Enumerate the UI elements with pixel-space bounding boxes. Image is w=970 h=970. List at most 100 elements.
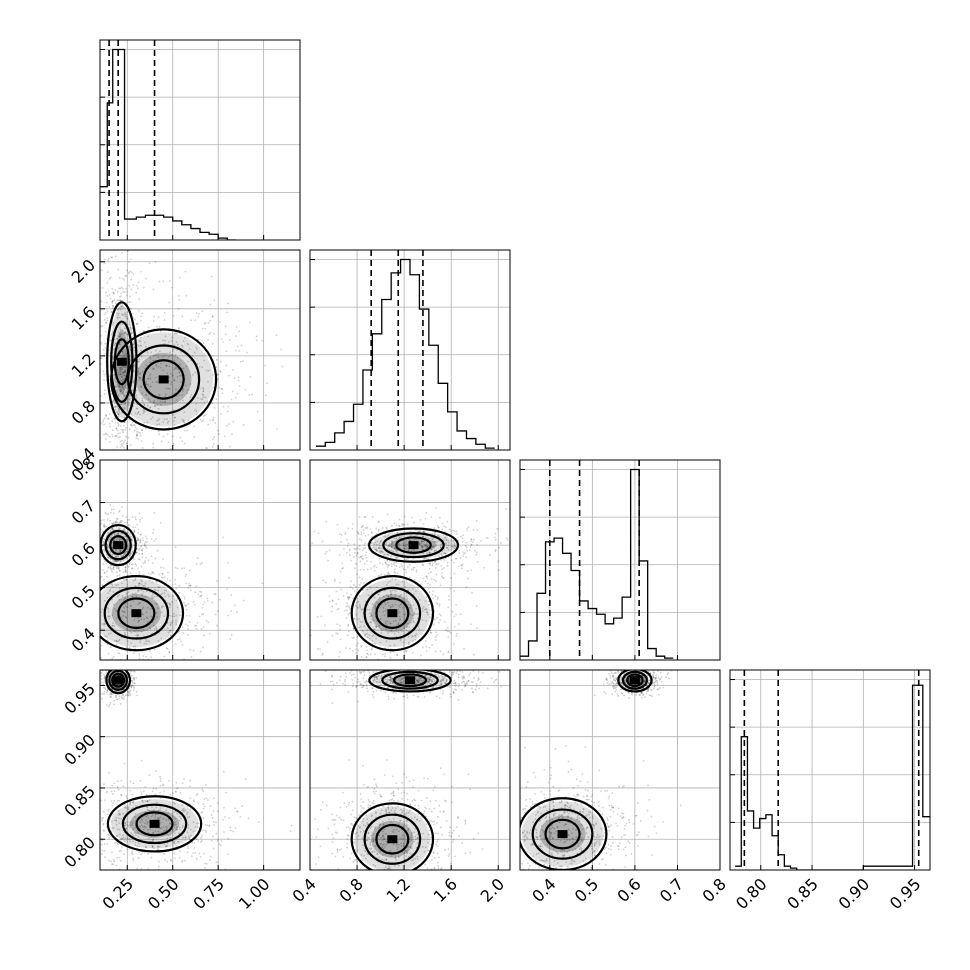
sample-point	[316, 615, 319, 618]
sample-point	[133, 342, 135, 345]
sample-point	[118, 569, 121, 572]
sample-point	[147, 383, 150, 386]
sample-point	[132, 335, 135, 338]
sample-point	[442, 577, 445, 580]
sample-point	[377, 530, 380, 533]
sample-point	[450, 559, 453, 562]
sample-point	[109, 298, 112, 300]
sample-point	[117, 568, 120, 570]
sample-point	[452, 529, 455, 532]
sample-point	[437, 534, 439, 537]
sample-point	[137, 539, 140, 542]
sample-point	[355, 554, 358, 557]
sample-point	[141, 580, 143, 583]
sample-point	[111, 300, 114, 303]
sample-point	[444, 536, 447, 539]
sample-point	[102, 540, 104, 543]
sample-point	[365, 556, 368, 559]
sample-point	[112, 291, 115, 294]
sample-point	[104, 432, 107, 435]
sample-point	[108, 294, 111, 296]
sample-point	[125, 381, 128, 384]
sample-point	[161, 679, 163, 681]
sample-point	[397, 623, 400, 626]
sample-point	[97, 680, 99, 682]
sample-point	[114, 549, 117, 552]
sample-point	[107, 259, 110, 262]
sample-point	[168, 365, 171, 368]
sample-point	[353, 618, 356, 620]
sample-point	[200, 591, 203, 593]
sample-point	[140, 349, 142, 352]
sample-point	[390, 545, 393, 548]
sample-point	[167, 818, 170, 821]
sample-point	[105, 301, 108, 304]
sample-point	[201, 366, 204, 368]
sample-point	[447, 635, 450, 638]
sample-point	[147, 335, 150, 338]
sample-point	[110, 536, 112, 539]
sample-point	[168, 376, 171, 379]
sample-point	[440, 542, 443, 545]
sample-point	[118, 369, 120, 371]
sample-point	[184, 604, 187, 607]
sample-point	[401, 598, 404, 600]
sample-point	[355, 605, 358, 608]
sample-point	[442, 653, 445, 656]
sample-point	[117, 532, 120, 534]
sample-point	[398, 615, 401, 618]
sample-point	[156, 419, 159, 422]
sample-point	[159, 785, 162, 787]
sample-point	[377, 546, 380, 549]
sample-point	[195, 402, 197, 405]
sample-point	[86, 572, 88, 574]
sample-point	[167, 571, 169, 574]
sample-point	[111, 420, 114, 423]
sample-point	[391, 550, 394, 553]
sample-point	[193, 842, 196, 845]
sample-point	[222, 405, 225, 408]
sample-point	[113, 374, 115, 377]
sample-point	[213, 332, 215, 335]
sample-point	[144, 234, 146, 236]
sample-point	[423, 530, 426, 533]
sample-point	[176, 812, 179, 815]
sample-point	[125, 628, 128, 631]
sample-point	[183, 421, 186, 424]
sample-point	[187, 824, 190, 826]
sample-point	[379, 641, 382, 644]
sample-point	[138, 339, 141, 342]
sample-point	[131, 469, 133, 471]
sample-point	[408, 576, 411, 579]
sample-point	[341, 567, 344, 570]
sample-point	[121, 313, 123, 315]
sample-point	[98, 414, 100, 416]
sample-point	[134, 563, 137, 566]
sample-point	[134, 592, 137, 595]
sample-point	[111, 624, 114, 627]
sample-point	[356, 635, 359, 638]
sample-point	[404, 649, 407, 652]
sample-point	[413, 621, 416, 624]
sample-point	[447, 548, 450, 551]
sample-point	[209, 331, 212, 334]
sample-point	[119, 367, 122, 370]
sample-point	[404, 613, 407, 616]
sample-point	[378, 625, 381, 627]
sample-point	[114, 664, 116, 666]
sample-point	[140, 315, 142, 318]
sample-point	[369, 661, 371, 663]
sample-point	[154, 589, 157, 592]
sample-point	[123, 371, 126, 374]
sample-point	[387, 647, 390, 650]
sample-point	[433, 560, 436, 563]
sample-point	[187, 602, 190, 605]
sample-point	[355, 652, 357, 654]
sample-point	[139, 533, 142, 536]
sample-point	[149, 627, 152, 630]
sample-point	[402, 568, 405, 571]
sample-point	[173, 379, 176, 382]
sample-point	[113, 299, 116, 302]
sample-point	[131, 516, 134, 518]
sample-point	[116, 828, 119, 831]
